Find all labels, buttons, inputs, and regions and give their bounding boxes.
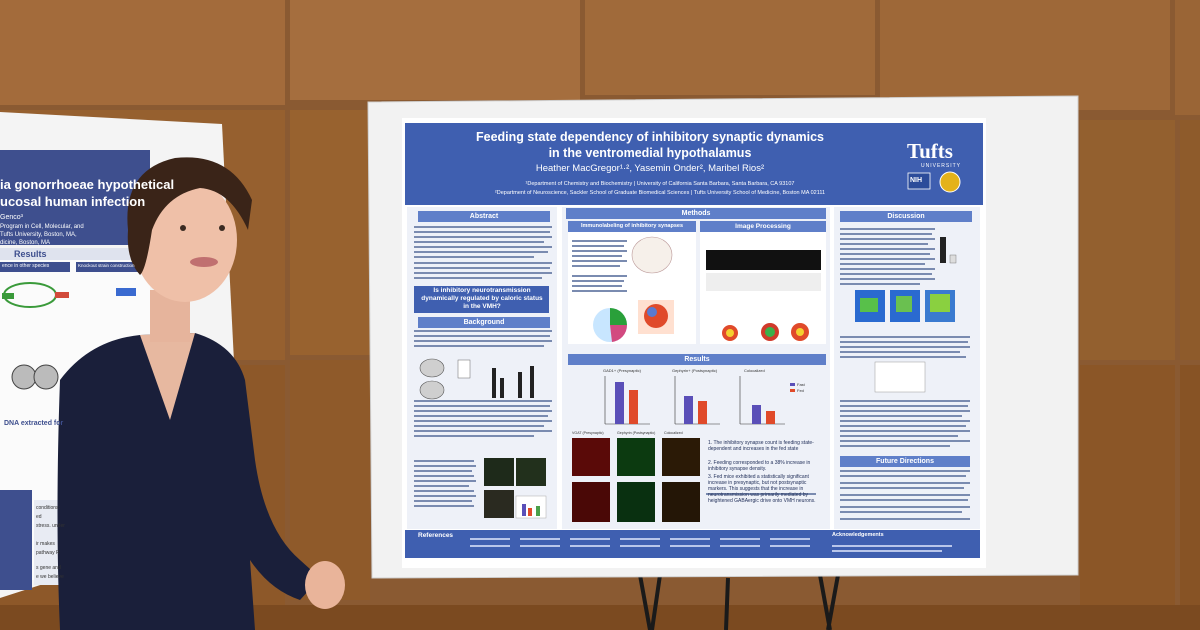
left-poster-results-heading: Results — [14, 249, 47, 259]
poster-affiliation-1: ¹Department of Chemistry and Biochemistr… — [525, 181, 795, 187]
image-label-3: Colocalized — [664, 431, 683, 435]
presenter-hand — [305, 561, 345, 609]
question-box — [414, 286, 549, 313]
research-question: Is inhibitory neurotransmission dynamica… — [421, 287, 543, 310]
easel — [638, 574, 840, 630]
left-poster-line-3: stress. under — [36, 523, 65, 529]
left-poster-author: Genco³ — [0, 214, 23, 221]
left-poster-box2: Knockout strain construction — [78, 263, 135, 268]
results-heading: Results — [568, 354, 826, 365]
legend-fed: Fed — [797, 388, 804, 393]
abstract-heading: Abstract — [418, 211, 550, 222]
left-poster-line-7: e we believe — [36, 574, 64, 580]
presenter-shirt — [57, 333, 320, 630]
poster-affiliation-2: ²Department of Neuroscience, Sackler Sch… — [494, 190, 826, 196]
chart3-bar-fast — [752, 405, 761, 424]
left-poster-affil-3: dicine, Boston, MA — [0, 240, 51, 246]
micrograph-grid — [572, 438, 700, 522]
image-processing-heading: Image Processing — [700, 221, 826, 232]
result-point-3: 3. Fed mice exhibited a statistically si… — [708, 474, 816, 504]
results-charts — [604, 376, 795, 425]
left-poster-line-5: pathway R — [36, 550, 60, 556]
chart2-bar-fed — [698, 401, 707, 424]
chart1-bar-fed — [629, 390, 638, 424]
left-poster-title-1: ia gonorrhoeae hypothetical — [0, 177, 175, 192]
left-poster-title-2: ucosal human infection — [0, 194, 146, 209]
image-label-2: Gephyrin (Postsynaptic) — [617, 431, 656, 435]
left-poster-affil-2: Tufts University, Boston, MA, — [0, 232, 77, 238]
discussion-heading: Discussion — [840, 211, 972, 222]
abstract-text — [414, 226, 552, 279]
left-poster-affil-1: Program in Cell, Molecular, and — [0, 224, 84, 230]
chart3-label: Colocalized — [744, 368, 765, 373]
background-text — [414, 330, 552, 507]
references-heading: References — [418, 532, 454, 539]
references-bar — [405, 530, 980, 558]
chart1-bar-fast — [615, 382, 624, 424]
poster-title-line2: in the ventromedial hypothalamus — [548, 146, 752, 160]
poster-title-line1: Feeding state dependency of inhibitory s… — [476, 130, 824, 144]
university-seal — [939, 171, 961, 193]
left-poster-caption: DNA extracted for — [4, 420, 64, 427]
left-poster-line-6: s gene and — [36, 565, 61, 571]
legend-fast: Fast — [797, 382, 805, 387]
chart2-label: Gephyrin+ (Postsynaptic) — [672, 368, 718, 373]
main-poster — [402, 118, 986, 568]
references-text — [470, 538, 952, 552]
left-poster-line-2: ed — [36, 514, 42, 520]
result-point-2: 2. Feeding corresponded to a 38% increas… — [708, 460, 811, 472]
acknowledgements-heading: Acknowledgements — [832, 532, 884, 538]
nih-logo-text: NIH — [910, 177, 923, 184]
poster-authors: Heather MacGregor¹·², Yasemin Onder², Ma… — [535, 163, 765, 174]
presenter-hair — [127, 157, 252, 275]
future-directions-heading: Future Directions — [840, 456, 970, 467]
tufts-logo: Tufts — [907, 139, 953, 163]
nih-logo — [907, 172, 931, 190]
methods-area — [568, 232, 826, 344]
immunolabeling-heading: Immunolabeling of inhibitory synapses — [568, 221, 696, 232]
chart1-label: GAD1+ (Presynaptic) — [603, 368, 641, 373]
left-poster-box1: ence in other species — [2, 263, 50, 269]
methods-heading: Methods — [566, 208, 826, 219]
result-point-1: 1. The inhibitory synapse count is feedi… — [708, 440, 814, 452]
chart3-bar-fed — [766, 411, 775, 424]
tufts-logo-sub: UNIVERSITY — [921, 163, 962, 169]
chart2-bar-fast — [684, 396, 693, 424]
image-label-1: VGAT (Presynaptic) — [572, 431, 604, 435]
brain-diagrams — [419, 358, 534, 400]
background-micrographs — [484, 458, 547, 519]
poster-title-banner — [405, 123, 983, 205]
left-poster-line-4: ir makes — [36, 541, 55, 547]
left-poster-line-1: conditions: — [36, 505, 60, 511]
presenter — [57, 157, 345, 630]
discussion-area — [840, 228, 970, 520]
results-text-lines — [706, 493, 816, 495]
background-heading: Background — [418, 317, 550, 328]
